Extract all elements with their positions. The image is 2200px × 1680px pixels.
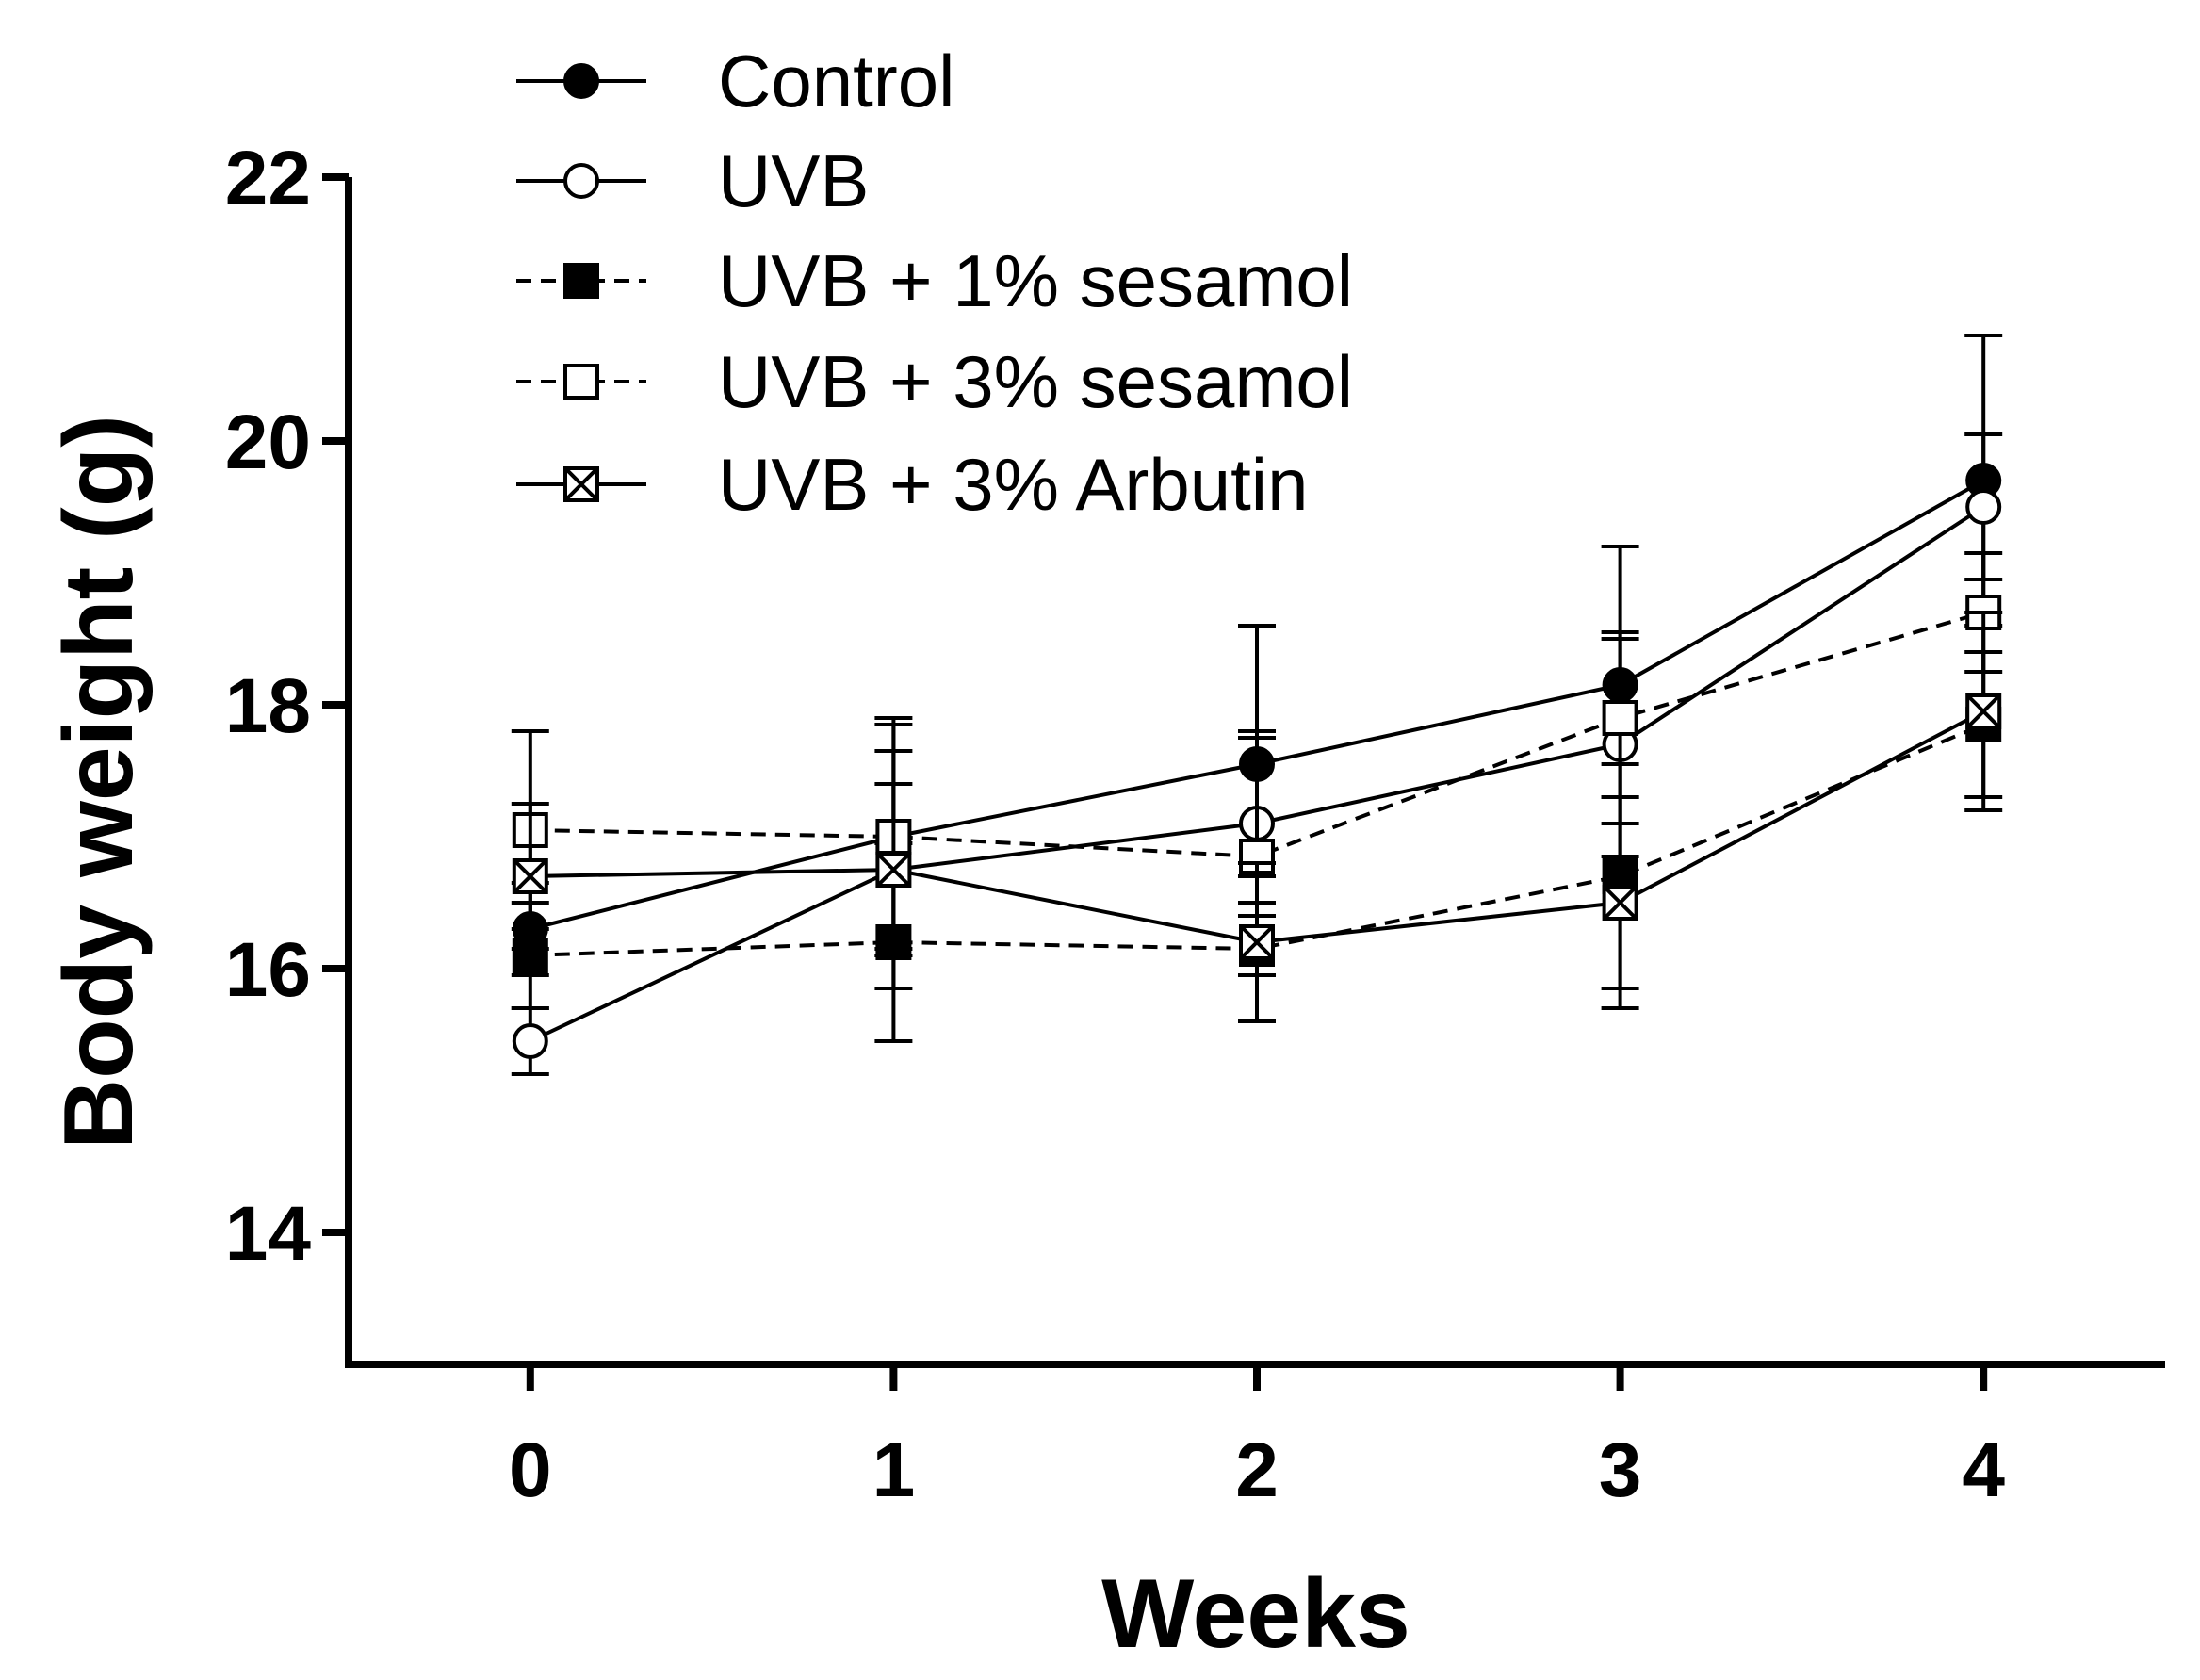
legend-marker — [563, 364, 599, 400]
series-line — [530, 723, 1984, 957]
legend-marker — [563, 263, 599, 299]
legend-item: UVB + 3% Arbutin — [516, 443, 1309, 526]
legend-label: UVB + 3% Arbutin — [718, 443, 1309, 526]
y-ticks: 14 16 18 20 22 — [225, 136, 349, 1277]
y-tick-label: 16 — [225, 927, 311, 1013]
data-point — [1239, 924, 1275, 960]
legend-label: UVB + 3% sesamol — [718, 340, 1353, 423]
y-axis-title: Body weight (g) — [44, 415, 154, 1150]
legend-marker — [563, 63, 599, 99]
series-5 — [511, 611, 2003, 1023]
x-tick-label: 3 — [1599, 1427, 1642, 1513]
legend: Control UVB UVB + 1% sesamol UVB + 3% sesam… — [516, 40, 1353, 526]
data-point — [1965, 693, 2002, 729]
data-point — [512, 858, 548, 894]
y-tick-label: 14 — [225, 1191, 312, 1277]
x-ticks: 0 1 2 3 4 — [509, 1364, 2005, 1513]
legend-item: Control — [516, 40, 954, 122]
legend-marker — [563, 163, 599, 199]
y-tick-label: 18 — [225, 663, 311, 749]
data-point — [1602, 700, 1638, 736]
legend-label: UVB + 1% sesamol — [718, 239, 1353, 322]
data-point — [1965, 489, 2002, 525]
x-tick-label: 4 — [1962, 1427, 2005, 1513]
legend-marker — [563, 466, 599, 502]
y-tick-label: 20 — [225, 400, 311, 485]
data-point — [1602, 885, 1638, 921]
legend-label: Control — [718, 40, 954, 122]
legend-item: UVB + 1% sesamol — [516, 239, 1353, 322]
data-point — [875, 852, 912, 888]
plot-area — [511, 334, 2003, 1076]
data-point — [512, 1023, 548, 1059]
legend-item: UVB + 3% sesamol — [516, 340, 1353, 423]
x-tick-label: 0 — [509, 1427, 552, 1513]
y-tick-label: 22 — [225, 136, 311, 221]
legend-item: UVB — [516, 139, 869, 222]
x-tick-label: 2 — [1235, 1427, 1279, 1513]
legend-label: UVB — [718, 139, 869, 222]
x-tick-label: 1 — [872, 1427, 916, 1513]
x-axis-title: Weeks — [1101, 1559, 1410, 1669]
